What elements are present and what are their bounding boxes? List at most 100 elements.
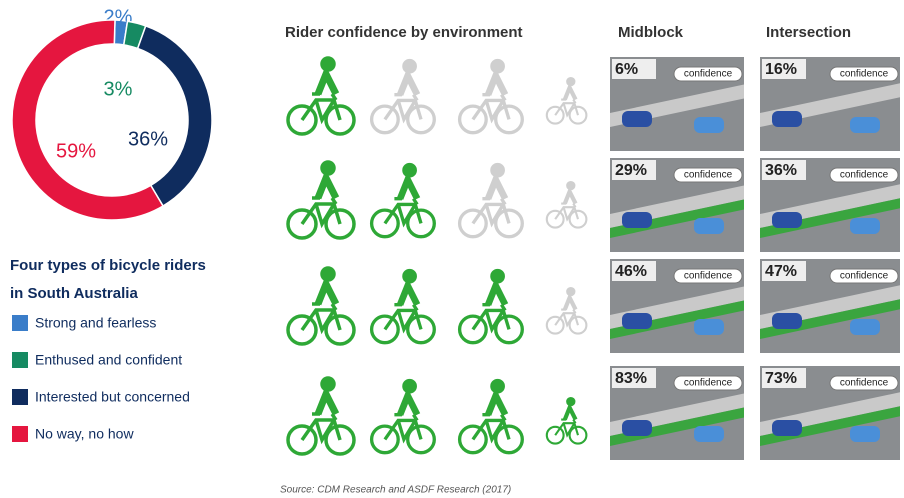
wheel xyxy=(496,426,523,453)
legend-label: No way, no how xyxy=(35,426,134,442)
car xyxy=(772,212,802,228)
bike-icon xyxy=(372,165,435,237)
rider xyxy=(400,180,417,199)
bike-icon xyxy=(288,58,354,134)
confidence-percent: 47% xyxy=(765,263,797,280)
rider-head xyxy=(322,162,334,174)
rider xyxy=(400,396,417,415)
data-label: 36% xyxy=(128,128,168,150)
car xyxy=(694,426,724,442)
wheel xyxy=(460,316,487,343)
confidence-label: confidence xyxy=(684,69,733,80)
column-header: Midblock xyxy=(618,24,684,41)
car xyxy=(622,212,652,228)
rider xyxy=(488,396,505,415)
bike-icon xyxy=(460,60,523,132)
rider xyxy=(318,74,336,94)
rider xyxy=(565,192,576,204)
confidence-label: confidence xyxy=(840,69,889,80)
data-label: 59% xyxy=(56,140,96,162)
rider-head xyxy=(404,165,415,176)
confidence-percent: 83% xyxy=(615,370,647,387)
legend-swatch xyxy=(12,352,28,368)
car xyxy=(622,313,652,329)
bike-icon xyxy=(288,268,354,344)
confidence-label: confidence xyxy=(840,271,889,282)
rider-head xyxy=(492,381,503,392)
bike-icon xyxy=(460,271,523,343)
rider-head xyxy=(322,268,334,280)
rider-head xyxy=(404,381,415,392)
legend-swatch xyxy=(12,389,28,405)
column-header: Intersection xyxy=(766,24,851,41)
legend-label: Strong and fearless xyxy=(35,315,156,331)
bike-icon xyxy=(288,162,354,238)
wheel xyxy=(547,317,564,334)
car xyxy=(850,319,880,335)
car xyxy=(622,420,652,436)
confidence-label: confidence xyxy=(684,271,733,282)
wheel xyxy=(547,107,564,124)
wheel xyxy=(570,211,587,228)
confidence-label: confidence xyxy=(840,378,889,389)
wheel xyxy=(372,316,399,343)
car xyxy=(850,218,880,234)
rider xyxy=(318,178,336,198)
wheel xyxy=(408,426,435,453)
confidence-percent: 29% xyxy=(615,162,647,179)
car xyxy=(850,426,880,442)
confidence-label: confidence xyxy=(684,170,733,181)
legend-label: Interested but concerned xyxy=(35,389,190,405)
rider xyxy=(488,286,505,305)
wheel xyxy=(372,426,399,453)
rider xyxy=(318,394,336,414)
rider-head xyxy=(404,271,415,282)
wheel xyxy=(408,316,435,343)
wheel xyxy=(570,317,587,334)
car xyxy=(850,117,880,133)
rider-head xyxy=(567,288,574,295)
wheel xyxy=(570,427,587,444)
rider xyxy=(565,88,576,100)
rider-head xyxy=(322,58,334,70)
car xyxy=(772,313,802,329)
confidence-percent: 46% xyxy=(615,263,647,280)
legend-swatch xyxy=(12,426,28,442)
bike-icon xyxy=(372,60,435,132)
rider-head xyxy=(567,78,574,85)
rider xyxy=(565,408,576,420)
bike-icon xyxy=(288,378,354,454)
bike-icon xyxy=(547,78,587,124)
rider-head xyxy=(492,165,503,176)
rider-head xyxy=(322,378,334,390)
rider xyxy=(400,76,417,95)
bike-icon xyxy=(372,381,435,453)
rider-head xyxy=(492,60,503,71)
rider-head xyxy=(404,60,415,71)
legend-swatch xyxy=(12,315,28,331)
panel-title: Rider confidence by environment xyxy=(285,24,523,41)
rider xyxy=(488,76,505,95)
rider xyxy=(488,180,505,199)
confidence-percent: 6% xyxy=(615,61,638,78)
car xyxy=(694,117,724,133)
rider-head xyxy=(492,271,503,282)
bike-icon xyxy=(372,271,435,343)
wheel xyxy=(547,211,564,228)
legend-label: Enthused and confident xyxy=(35,352,182,368)
rider-head xyxy=(567,182,574,189)
bike-icon xyxy=(547,182,587,228)
confidence-label: confidence xyxy=(840,170,889,181)
rider xyxy=(318,284,336,304)
wheel xyxy=(460,426,487,453)
bike-icon xyxy=(547,288,587,334)
rider xyxy=(565,298,576,310)
confidence-percent: 16% xyxy=(765,61,797,78)
car xyxy=(772,420,802,436)
confidence-percent: 36% xyxy=(765,162,797,179)
confidence-percent: 73% xyxy=(765,370,797,387)
car xyxy=(772,111,802,127)
car xyxy=(622,111,652,127)
rider xyxy=(400,286,417,305)
